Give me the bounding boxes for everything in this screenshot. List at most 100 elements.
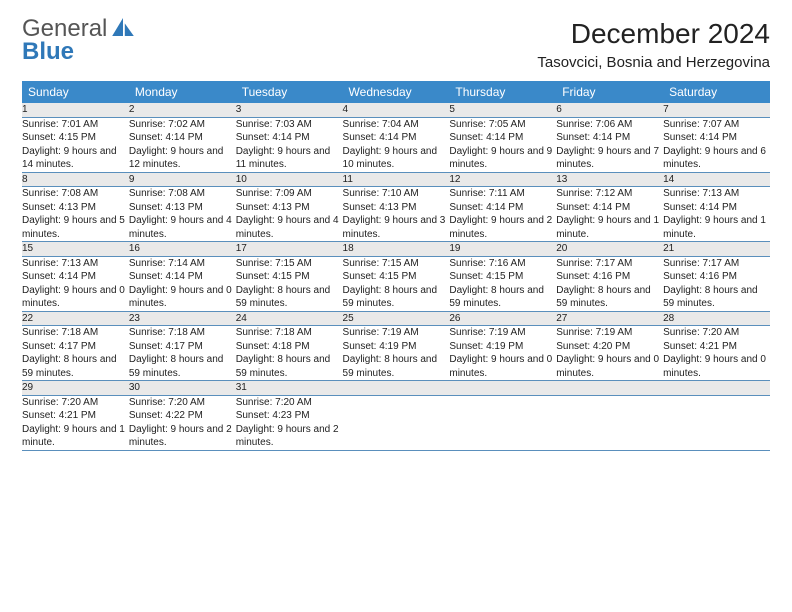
sunrise-line: Sunrise: 7:18 AM bbox=[236, 327, 312, 338]
sunset-line: Sunset: 4:14 PM bbox=[129, 132, 203, 143]
day-detail-cell: Sunrise: 7:18 AMSunset: 4:18 PMDaylight:… bbox=[236, 326, 343, 381]
daylight-line: Daylight: 9 hours and 1 minute. bbox=[556, 215, 659, 240]
sunset-line: Sunset: 4:14 PM bbox=[343, 132, 417, 143]
sunrise-line: Sunrise: 7:11 AM bbox=[449, 188, 524, 199]
day-detail-cell: Sunrise: 7:14 AMSunset: 4:14 PMDaylight:… bbox=[129, 256, 236, 311]
day-detail-cell: Sunrise: 7:03 AMSunset: 4:14 PMDaylight:… bbox=[236, 117, 343, 172]
sunrise-line: Sunrise: 7:02 AM bbox=[129, 119, 205, 130]
day-number-row: 15161718192021 bbox=[22, 242, 770, 257]
title-block: December 2024 Tasovcici, Bosnia and Herz… bbox=[537, 18, 770, 71]
day-detail-cell: Sunrise: 7:12 AMSunset: 4:14 PMDaylight:… bbox=[556, 187, 663, 242]
daylight-line: Daylight: 9 hours and 2 minutes. bbox=[236, 424, 339, 449]
sunset-line: Sunset: 4:16 PM bbox=[556, 271, 630, 282]
day-number-cell: 21 bbox=[663, 242, 770, 257]
sunset-line: Sunset: 4:17 PM bbox=[129, 341, 203, 352]
day-number-cell: 9 bbox=[129, 172, 236, 187]
sunset-line: Sunset: 4:15 PM bbox=[236, 271, 310, 282]
day-detail-row: Sunrise: 7:18 AM Sunset: 4:17 PM Daylight:… bbox=[22, 326, 770, 381]
day-detail-cell: Sunrise: 7:13 AMSunset: 4:14 PMDaylight:… bbox=[22, 256, 129, 311]
brand-name-2: Blue bbox=[22, 38, 74, 65]
daylight-line: Daylight: 9 hours and 7 minutes. bbox=[556, 146, 659, 171]
daylight-line: Daylight: 9 hours and 4 minutes. bbox=[236, 215, 339, 240]
daylight-line: Daylight: 9 hours and 0 minutes. bbox=[449, 354, 552, 379]
sunset-line: Sunset: 4:13 PM bbox=[343, 202, 417, 213]
day-number-cell bbox=[343, 381, 450, 396]
daylight-line: Daylight: 9 hours and 4 minutes. bbox=[129, 215, 232, 240]
sunset-line: Sunset: 4:19 PM bbox=[449, 341, 523, 352]
day-number-cell: 14 bbox=[663, 172, 770, 187]
sunset-line: Sunset: 4:14 PM bbox=[449, 132, 523, 143]
day-number-cell: 19 bbox=[449, 242, 556, 257]
sunset-line: Sunset: 4:14 PM bbox=[663, 202, 737, 213]
calendar-table: SundayMondayTuesdayWednesdayThursdayFrid… bbox=[22, 81, 770, 451]
day-number-cell bbox=[663, 381, 770, 396]
sunset-line: Sunset: 4:14 PM bbox=[556, 132, 630, 143]
day-detail-cell: Sunrise: 7:18 AMSunset: 4:17 PMDaylight:… bbox=[22, 326, 129, 381]
day-detail-row: Sunrise: 7:20 AMSunset: 4:21 PMDaylight:… bbox=[22, 395, 770, 450]
sunrise-line: Sunrise: 7:10 AM bbox=[343, 188, 419, 199]
sunset-line: Sunset: 4:14 PM bbox=[129, 271, 203, 282]
daylight-line: Daylight: 9 hours and 2 minutes. bbox=[129, 424, 232, 449]
day-number-cell: 24 bbox=[236, 311, 343, 326]
day-number-cell: 17 bbox=[236, 242, 343, 257]
day-detail-cell: Sunrise: 7:17 AMSunset: 4:16 PMDaylight:… bbox=[663, 256, 770, 311]
day-number-cell: 15 bbox=[22, 242, 129, 257]
day-number-cell: 12 bbox=[449, 172, 556, 187]
sunrise-line: Sunrise: 7:08 AM bbox=[22, 188, 98, 199]
daylight-line: Daylight: 8 hours and 59 minutes. bbox=[556, 285, 651, 310]
daylight-line: Daylight: 8 hours and 59 minutes. bbox=[236, 354, 331, 379]
day-header: Thursday bbox=[449, 81, 556, 103]
daylight-line: Daylight: 8 hours and 59 minutes. bbox=[129, 354, 224, 379]
day-detail-row: Sunrise: 7:01 AMSunset: 4:15 PMDaylight:… bbox=[22, 117, 770, 172]
sunset-line: Sunset: 4:21 PM bbox=[663, 341, 737, 352]
day-number-cell: 28 bbox=[663, 311, 770, 326]
daylight-line: Daylight: 9 hours and 5 minutes. bbox=[22, 215, 125, 240]
day-detail-cell bbox=[343, 395, 450, 450]
sunrise-line: Sunrise: 7:13 AM bbox=[663, 188, 739, 199]
daylight-line: Daylight: 9 hours and 10 minutes. bbox=[343, 146, 438, 171]
day-number-row: 891011121314 bbox=[22, 172, 770, 187]
header: General Blue December 2024 Tasovcici, Bo… bbox=[22, 18, 770, 71]
daylight-line: Daylight: 9 hours and 0 minutes. bbox=[556, 354, 659, 379]
sunset-line: Sunset: 4:15 PM bbox=[22, 132, 96, 143]
day-detail-cell bbox=[663, 395, 770, 450]
daylight-line: Daylight: 8 hours and 59 minutes. bbox=[449, 285, 544, 310]
day-detail-cell bbox=[556, 395, 663, 450]
day-detail-cell: Sunrise: 7:02 AMSunset: 4:14 PMDaylight:… bbox=[129, 117, 236, 172]
sunrise-line: Sunrise: 7:07 AM bbox=[663, 119, 739, 130]
daylight-line: Daylight: 8 hours and 59 minutes. bbox=[236, 285, 331, 310]
day-number-cell: 3 bbox=[236, 103, 343, 117]
day-detail-cell: Sunrise: 7:08 AMSunset: 4:13 PMDaylight:… bbox=[129, 187, 236, 242]
daylight-line: Daylight: 9 hours and 9 minutes. bbox=[449, 146, 552, 171]
day-number-cell: 13 bbox=[556, 172, 663, 187]
sunrise-line: Sunrise: 7:15 AM bbox=[343, 258, 419, 269]
sunset-line: Sunset: 4:15 PM bbox=[449, 271, 523, 282]
day-number-cell: 10 bbox=[236, 172, 343, 187]
day-header: Friday bbox=[556, 81, 663, 103]
sunset-line: Sunset: 4:20 PM bbox=[556, 341, 630, 352]
daylight-line: Daylight: 9 hours and 1 minute. bbox=[663, 215, 766, 240]
sunset-line: Sunset: 4:14 PM bbox=[22, 271, 96, 282]
sunrise-line: Sunrise: 7:20 AM bbox=[22, 397, 98, 408]
sunset-line: Sunset: 4:17 PM bbox=[22, 341, 96, 352]
sunset-line: Sunset: 4:15 PM bbox=[343, 271, 417, 282]
sunset-line: Sunset: 4:23 PM bbox=[236, 410, 310, 421]
daylight-line: Daylight: 9 hours and 0 minutes. bbox=[129, 285, 232, 310]
daylight-line: Daylight: 8 hours and 59 minutes. bbox=[22, 354, 117, 379]
day-number-cell: 22 bbox=[22, 311, 129, 326]
sunrise-line: Sunrise: 7:19 AM bbox=[449, 327, 525, 338]
day-header: Wednesday bbox=[343, 81, 450, 103]
day-detail-row: Sunrise: 7:08 AM Sunset: 4:13 PM Daylight:… bbox=[22, 187, 770, 242]
sunset-line: Sunset: 4:13 PM bbox=[129, 202, 203, 213]
day-detail-cell: Sunrise: 7:20 AMSunset: 4:21 PMDaylight:… bbox=[663, 326, 770, 381]
day-detail-cell: Sunrise: 7:15 AMSunset: 4:15 PMDaylight:… bbox=[236, 256, 343, 311]
sunrise-line: Sunrise: 7:20 AM bbox=[236, 397, 312, 408]
day-number-cell: 11 bbox=[343, 172, 450, 187]
sunrise-line: Sunrise: 7:13 AM bbox=[22, 258, 98, 269]
day-detail-cell: Sunrise: 7:08 AMSunset: 4:13 PMDaylight:… bbox=[22, 187, 129, 242]
brand-logo: General Blue bbox=[22, 18, 134, 64]
sunrise-line: Sunrise: 7:17 AM bbox=[556, 258, 632, 269]
sunset-line: Sunset: 4:14 PM bbox=[236, 132, 310, 143]
day-header-row: SundayMondayTuesdayWednesdayThursdayFrid… bbox=[22, 81, 770, 103]
month-title: December 2024 bbox=[537, 18, 770, 50]
